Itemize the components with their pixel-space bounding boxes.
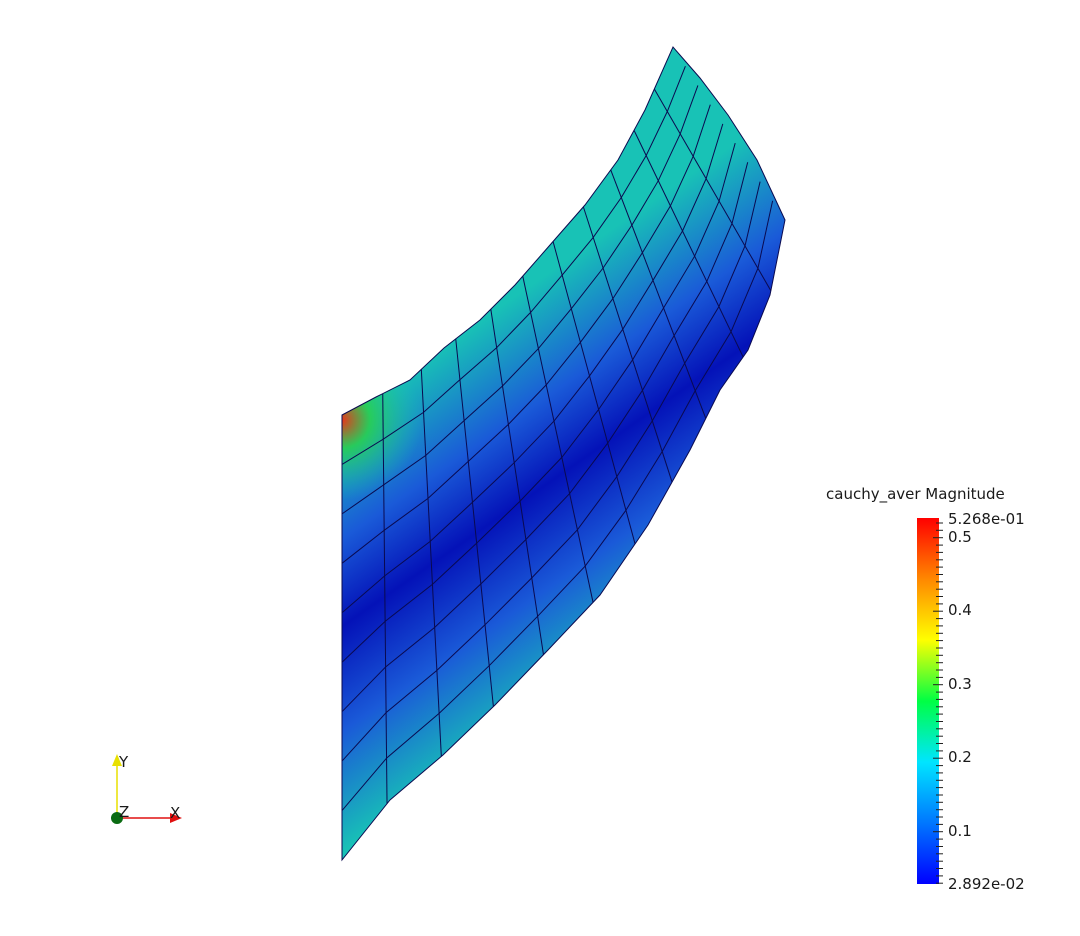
z-axis-label: Z bbox=[119, 803, 129, 821]
mesh-grid-lines bbox=[341, 46, 786, 862]
mesh-line-transverse bbox=[490, 309, 544, 655]
y-axis-label: Y bbox=[118, 753, 129, 771]
shell-surface bbox=[342, 47, 785, 860]
mesh-line-transverse bbox=[420, 369, 442, 757]
mesh-line-longitudinal bbox=[341, 200, 774, 811]
mesh-line-transverse bbox=[653, 88, 772, 291]
orientation-axes: Y Z X bbox=[111, 753, 182, 824]
z-axis-dot-icon bbox=[111, 812, 123, 824]
colorbar-tick-label: 0.5 bbox=[948, 527, 972, 546]
mesh-line-longitudinal bbox=[341, 104, 711, 564]
colorbar-tick-label: 0.2 bbox=[948, 748, 972, 767]
colorbar bbox=[917, 518, 943, 884]
colorbar-min-label: 2.892e-02 bbox=[948, 875, 1025, 893]
colorbar-tick-label: 0.3 bbox=[948, 674, 972, 693]
mesh-line-longitudinal bbox=[341, 181, 761, 762]
y-axis-arrow-icon bbox=[112, 754, 122, 766]
mesh-line-transverse bbox=[610, 169, 707, 419]
mesh-line-transverse bbox=[382, 393, 388, 804]
mesh-line-longitudinal bbox=[341, 162, 749, 713]
mesh-line-transverse bbox=[455, 338, 494, 707]
colorbar-ticks bbox=[933, 522, 943, 884]
colorbar-tick-label: 0.1 bbox=[948, 821, 972, 840]
mesh-line-longitudinal bbox=[341, 142, 736, 663]
mesh-line-transverse bbox=[552, 241, 636, 545]
colorbar-title: cauchy_aver Magnitude bbox=[826, 485, 1005, 503]
mesh-line-transverse bbox=[582, 206, 673, 483]
shell-hot-corner bbox=[342, 320, 480, 520]
mesh-line-transverse bbox=[522, 276, 594, 603]
mesh-line-longitudinal bbox=[341, 123, 724, 614]
x-axis-label: X bbox=[170, 804, 180, 822]
colorbar-gradient bbox=[917, 518, 939, 884]
deformed-shell-mesh bbox=[341, 46, 786, 862]
colorbar-max-label: 5.268e-01 bbox=[948, 510, 1025, 528]
mesh-line-longitudinal bbox=[341, 85, 699, 515]
colorbar-tick-label: 0.4 bbox=[948, 601, 972, 620]
mesh-line-longitudinal bbox=[341, 66, 686, 465]
x-axis-arrow-icon bbox=[170, 813, 182, 823]
mesh-line-transverse bbox=[633, 130, 744, 358]
shell-outline bbox=[341, 46, 786, 862]
